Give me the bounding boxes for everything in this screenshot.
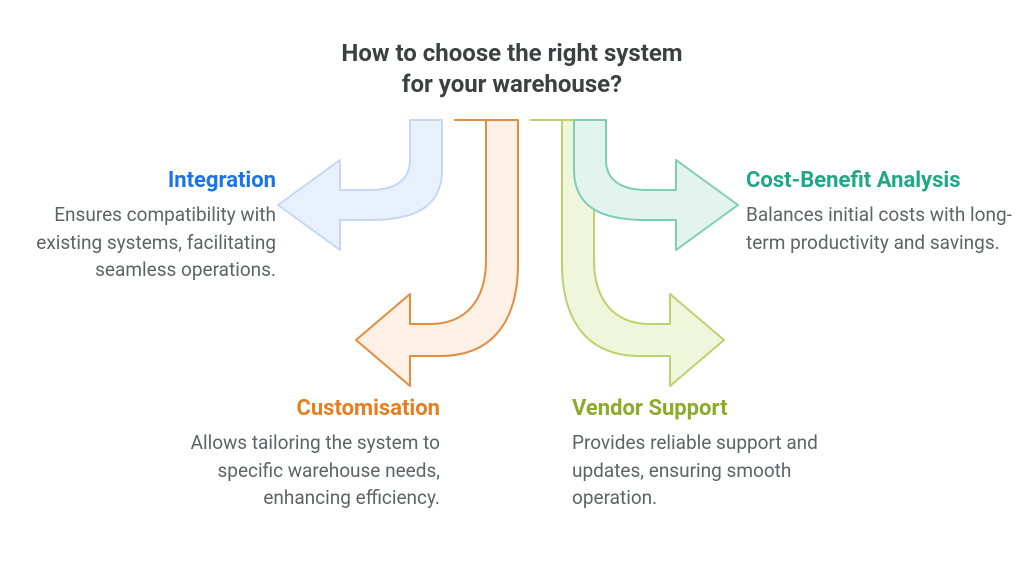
block-vendor: Vendor Support Provides reliable support … bbox=[572, 396, 872, 512]
diagram-title: How to choose the right system for your … bbox=[0, 38, 1024, 100]
block-integration: Integration Ensures compatibility with ex… bbox=[16, 168, 276, 284]
heading-customisation: Customisation bbox=[140, 396, 440, 421]
body-integration: Ensures compatibility with existing syst… bbox=[16, 201, 276, 284]
title-line-1: How to choose the right system bbox=[341, 39, 682, 67]
body-customisation: Allows tailoring the system to specific … bbox=[140, 429, 440, 512]
body-cost: Balances initial costs with long-term pr… bbox=[746, 201, 1016, 256]
heading-vendor: Vendor Support bbox=[572, 396, 872, 421]
block-customisation: Customisation Allows tailoring the system… bbox=[140, 396, 440, 512]
body-vendor: Provides reliable support and updates, e… bbox=[572, 429, 872, 512]
title-line-2: for your warehouse? bbox=[402, 70, 622, 98]
integration-arrow bbox=[278, 120, 442, 250]
heading-cost: Cost-Benefit Analysis bbox=[746, 168, 1016, 193]
block-cost: Cost-Benefit Analysis Balances initial co… bbox=[746, 168, 1016, 256]
customisation-arrow bbox=[356, 120, 518, 386]
cost-arrow bbox=[574, 120, 738, 250]
vendor-arrow bbox=[530, 120, 724, 386]
heading-integration: Integration bbox=[16, 168, 276, 193]
